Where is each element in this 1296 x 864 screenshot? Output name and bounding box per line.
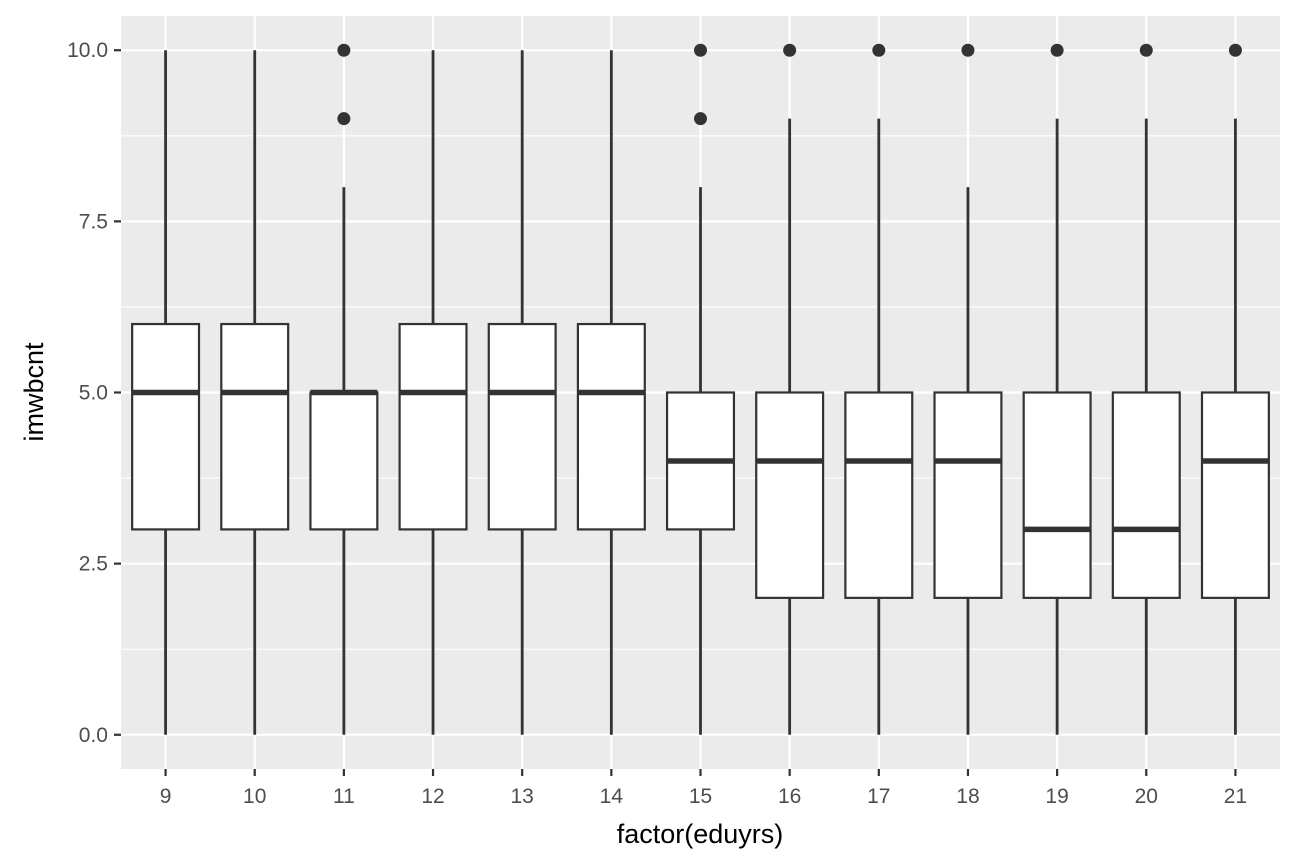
x-axis: 9 10 11 12 13 14 15 16 17 18 19 20 21 (160, 769, 1247, 808)
x-axis-title: factor(eduyrs) (617, 819, 784, 849)
box-iqr (576, 322, 646, 531)
box-iqr (131, 322, 201, 531)
box-19 (1022, 43, 1092, 735)
outlier-point (1050, 43, 1064, 57)
boxes (131, 43, 1270, 735)
x-tick-label: 9 (160, 785, 172, 808)
x-tick-label: 16 (778, 785, 801, 808)
box-iqr (398, 322, 468, 531)
outlier-point (694, 43, 707, 57)
outlier-point (961, 43, 975, 57)
outlier-point (1228, 43, 1242, 57)
outlier-point (1139, 43, 1153, 57)
box-iqr (487, 322, 557, 531)
box-iqr (844, 391, 914, 599)
box-12 (398, 50, 468, 735)
x-tick-label: 10 (243, 785, 266, 808)
box-16 (755, 43, 825, 735)
box-iqr (1200, 391, 1270, 599)
y-axis-title: imwbcnt (19, 342, 49, 442)
x-tick-label: 19 (1045, 785, 1068, 808)
box-9 (131, 50, 201, 735)
x-tick-label: 20 (1135, 785, 1158, 808)
outlier-point (694, 112, 707, 126)
box-15 (665, 43, 736, 735)
box-iqr (755, 391, 825, 599)
x-tick-label: 15 (689, 785, 712, 808)
box-17 (844, 43, 914, 735)
box-iqr (933, 391, 1003, 599)
x-tick-label: 12 (421, 785, 444, 808)
box-13 (487, 50, 557, 735)
y-axis: 0.0 2.5 5.0 7.5 10.0 (67, 39, 121, 747)
box-21 (1200, 43, 1270, 735)
box-11 (309, 43, 379, 735)
box-18 (933, 43, 1003, 735)
box-14 (576, 50, 646, 735)
x-tick-label: 14 (600, 785, 624, 808)
box-10 (220, 50, 290, 735)
y-tick-label: 10.0 (67, 39, 108, 62)
box-iqr (1022, 391, 1092, 599)
x-tick-label: 11 (333, 785, 355, 808)
box-iqr (309, 391, 379, 531)
x-tick-label: 21 (1224, 785, 1247, 808)
box-iqr (220, 322, 290, 531)
outlier-point (337, 112, 351, 126)
x-tick-label: 18 (956, 785, 979, 808)
outlier-point (337, 43, 351, 57)
outlier-point (783, 43, 797, 57)
x-tick-label: 13 (511, 785, 534, 808)
y-tick-label: 0.0 (79, 724, 108, 747)
outlier-point (872, 43, 886, 57)
box-20 (1111, 43, 1181, 735)
y-tick-label: 5.0 (79, 382, 108, 405)
x-tick-label: 17 (867, 785, 890, 808)
box-iqr (1111, 391, 1181, 599)
y-tick-label: 7.5 (79, 210, 108, 233)
y-tick-label: 2.5 (79, 553, 108, 576)
